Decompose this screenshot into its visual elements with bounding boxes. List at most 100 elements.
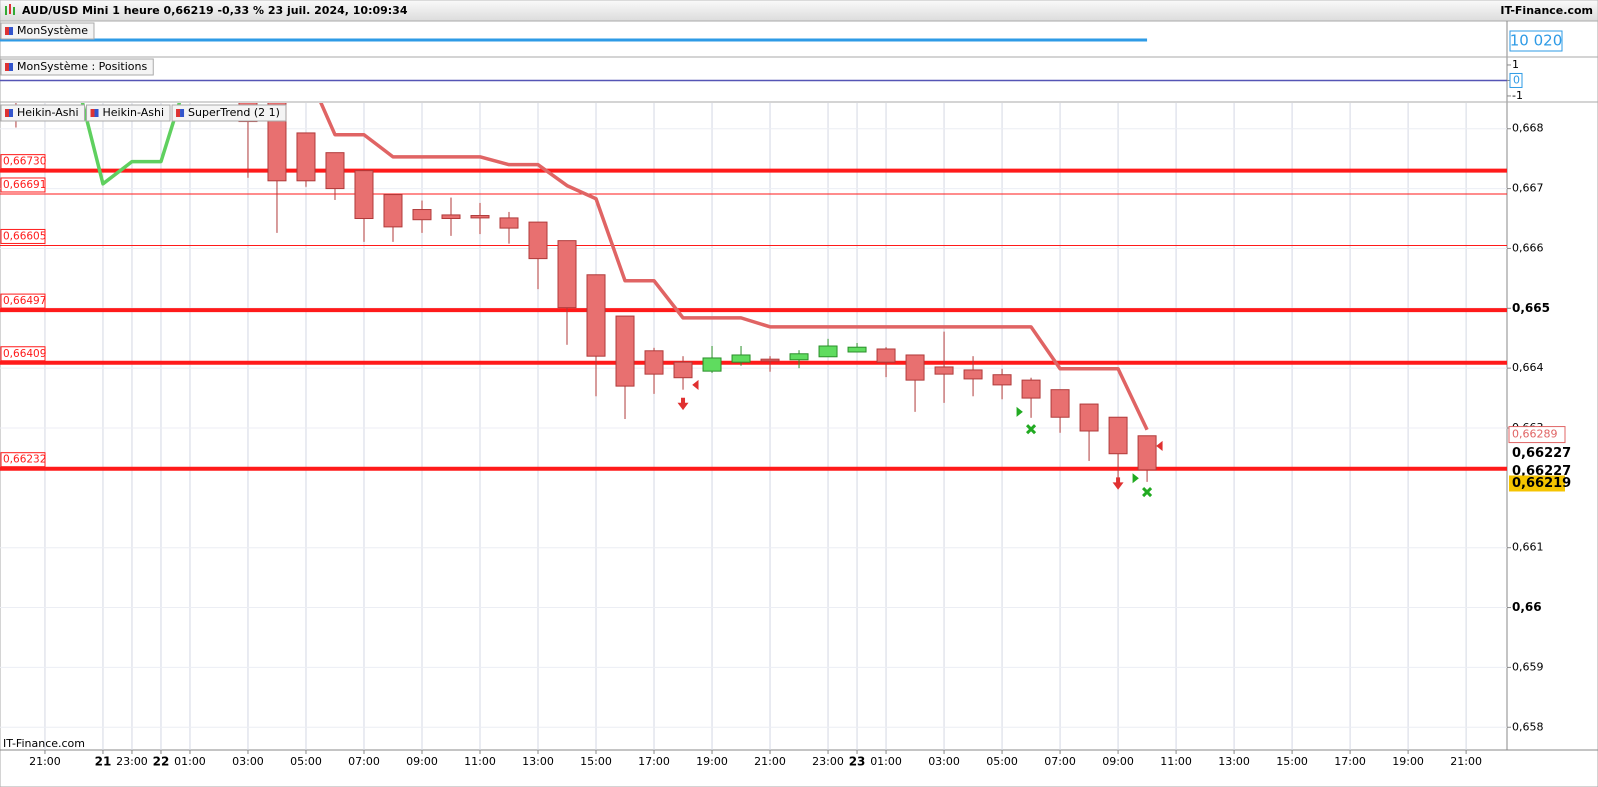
y-tick-label: 0,666 (1512, 241, 1544, 254)
legend-tab (0, 22, 95, 40)
candle-body (847, 346, 867, 353)
legend-icon (9, 109, 13, 117)
candle-body (992, 374, 1012, 386)
signal-triangle (692, 379, 699, 390)
candle-body (441, 214, 461, 220)
candle-body (325, 152, 345, 190)
level-label: 0,66691 (3, 179, 46, 191)
main-plot (0, 99, 1507, 498)
exit-cross (1025, 424, 1037, 435)
legend-label: Heikin-Ashi (17, 106, 79, 119)
price-label-box (1508, 426, 1566, 444)
level-label: 0,66497 (3, 295, 46, 307)
x-tick-label: 13:00 (522, 755, 554, 768)
candle-body (267, 103, 287, 182)
x-tick-label: 23 (849, 755, 866, 769)
x-tick-label: 01:00 (870, 755, 902, 768)
legend-label: MonSystème (17, 24, 88, 37)
signal-triangle (1132, 473, 1139, 484)
exit-cross (1142, 486, 1153, 498)
x-tick-label: 15:00 (580, 755, 612, 768)
header-brand: IT-Finance.com (1500, 4, 1593, 17)
supertrend-line (319, 103, 1149, 431)
legend-icon (5, 63, 9, 71)
y-tick-label: 0,664 (1512, 361, 1544, 374)
y-tick-label: 0,658 (1512, 720, 1544, 733)
value-box (1509, 72, 1523, 88)
candle-body (586, 274, 606, 357)
candle-body (963, 369, 983, 380)
candle-body (296, 132, 316, 182)
watermark: IT-Finance.com (3, 737, 85, 750)
x-tick-label: 05:00 (986, 755, 1018, 768)
x-tick-label: 09:00 (406, 755, 438, 768)
grid (0, 103, 1507, 750)
x-tick-label: 19:00 (696, 755, 728, 768)
legend-icon (9, 63, 13, 71)
x-tick-label: 07:00 (1044, 755, 1076, 768)
y-tick-label: 0,659 (1512, 660, 1544, 673)
level-label: 0,66409 (3, 348, 46, 360)
candle-body (1108, 416, 1128, 455)
price-label-box (1509, 475, 1565, 492)
price-label: 0,66289 (1512, 428, 1558, 441)
x-tick-label: 03:00 (928, 755, 960, 768)
x-tick-label: 23:00 (812, 755, 844, 768)
y-tick-label: 1 (1512, 58, 1519, 71)
legend-icon (180, 109, 185, 117)
x-tick-label: 15:00 (1276, 755, 1308, 768)
legend-label: SuperTrend (2 1) (188, 106, 280, 119)
candle-body (905, 354, 925, 381)
x-tick-label: 21 (95, 755, 112, 769)
x-tick-label: 11:00 (1160, 755, 1192, 768)
x-tick-label: 17:00 (638, 755, 670, 768)
candle-body (1050, 389, 1070, 418)
y-tick-label: 0,667 (1512, 182, 1544, 195)
candle-body (412, 209, 432, 221)
legend-icon (5, 109, 9, 117)
price-label: 0,66219 (1512, 476, 1571, 491)
x-tick-label: 13:00 (1218, 755, 1250, 768)
legend-icon (9, 27, 13, 35)
equity-value: 10 020 (1510, 32, 1563, 50)
legend-label: MonSystème : Positions (17, 60, 148, 73)
signal-triangle (1016, 406, 1023, 417)
candle-body (818, 345, 838, 358)
legend-label: Heikin-Ashi (103, 106, 165, 119)
sell-arrow (677, 397, 689, 411)
legend-tab (0, 58, 154, 76)
level-label-box (0, 154, 46, 170)
x-tick-label: 05:00 (290, 755, 322, 768)
frame (0, 20, 1598, 787)
y-tick-label: 0,661 (1512, 541, 1544, 554)
x-tick-label: 23:00 (116, 755, 148, 768)
candle-body (673, 361, 693, 379)
legend-tab (0, 104, 86, 122)
candle-body (354, 170, 374, 220)
candle-body (383, 194, 403, 228)
candle-body (557, 240, 577, 309)
x-tick-label: 03:00 (232, 755, 264, 768)
x-tick-label: 21:00 (1450, 755, 1482, 768)
x-tick-label: 21:00 (754, 755, 786, 768)
x-tick-label: 17:00 (1334, 755, 1366, 768)
legend-icon (5, 27, 9, 35)
legend-icon (90, 109, 95, 117)
candle-body (760, 358, 780, 362)
y-tick-label: 0,665 (1512, 301, 1550, 315)
legend-tab (171, 104, 287, 122)
level-label-box (0, 293, 46, 309)
level-label-box (0, 228, 46, 244)
x-tick-label: 07:00 (348, 755, 380, 768)
candle-body (470, 215, 490, 219)
candle-body (528, 221, 548, 260)
candle-body (7, 99, 25, 100)
level-label: 0,66232 (3, 454, 46, 466)
candle-body (934, 366, 954, 375)
price-label: 0,66227 (1512, 464, 1571, 479)
price-label: 0,66227 (1512, 446, 1571, 461)
candle-body (1021, 379, 1041, 399)
candle-body (1079, 403, 1099, 432)
